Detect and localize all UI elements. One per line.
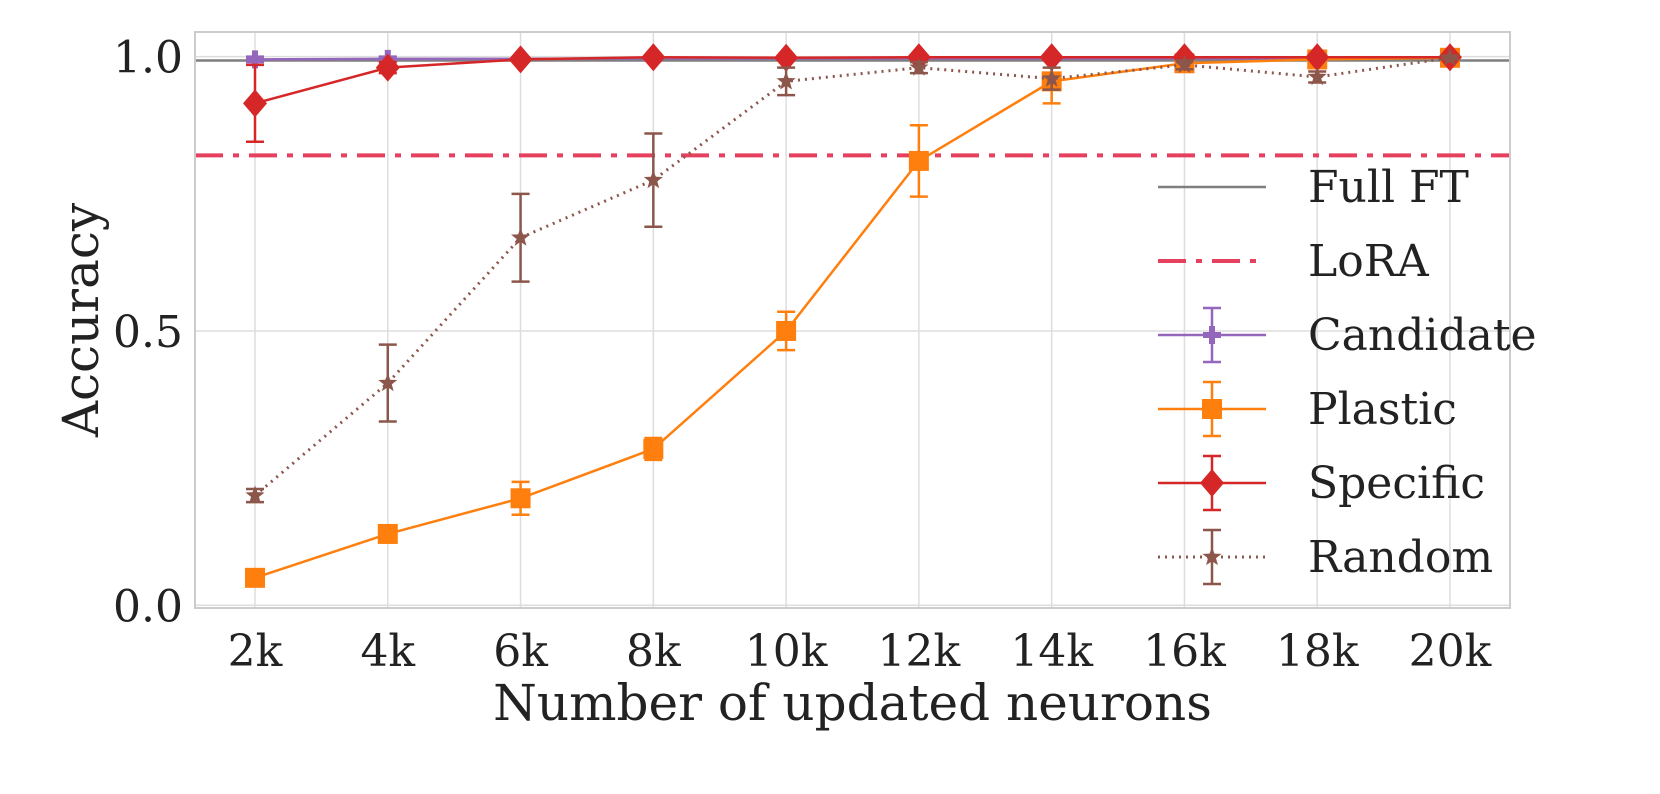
legend: Full FT LoRA Candidate Plastic Specific Rando… — [1158, 162, 1537, 586]
y-tick-label: 0.0 — [113, 581, 183, 632]
x-tick-label: 4k — [360, 626, 415, 677]
data-point — [243, 89, 267, 118]
series-line — [254, 56, 1451, 580]
x-axis-title: Number of updated neurons — [493, 674, 1212, 732]
data-point — [377, 523, 398, 544]
y-tick-label: 0.5 — [113, 307, 183, 358]
legend-label: LoRA — [1308, 236, 1430, 287]
x-tick-label: 6k — [493, 626, 548, 677]
data-point — [1305, 43, 1330, 72]
x-tick-label: 8k — [626, 626, 681, 677]
x-tick-label: 14k — [1010, 626, 1093, 677]
data-point — [1440, 47, 1460, 66]
data-point — [1203, 326, 1221, 344]
data-point — [245, 485, 265, 504]
data-point — [906, 43, 931, 72]
series — [243, 43, 1462, 588]
series-line — [254, 55, 1450, 105]
legend-label: Random — [1308, 532, 1493, 583]
legend-item-full-ft: Full FT — [1158, 162, 1469, 213]
data-point — [511, 227, 531, 246]
grid — [195, 32, 1510, 608]
data-point — [641, 43, 666, 72]
data-point — [1039, 43, 1064, 72]
data-point — [909, 57, 929, 76]
data-point — [776, 71, 796, 90]
legend-label: Specific — [1308, 458, 1485, 509]
x-tick-label: 16k — [1143, 626, 1226, 677]
tick-labels: 2k 4k 6k 8k 10k 12k 14k 16k 18k 20k 0.0 0.5 1.0 — [113, 33, 1492, 677]
data-point — [1202, 547, 1222, 566]
data-point — [1202, 399, 1222, 419]
data-point — [643, 438, 664, 459]
y-tick-label: 1.0 — [113, 33, 183, 84]
plot-frame — [194, 31, 1511, 609]
x-tick-label: 2k — [228, 626, 283, 677]
series-random — [245, 47, 1460, 504]
legend-label: Candidate — [1308, 310, 1537, 361]
data-point — [1042, 68, 1062, 87]
legend-item-specific: Specific — [1158, 454, 1485, 512]
data-point — [643, 170, 663, 189]
data-point — [378, 373, 398, 392]
data-point — [1200, 469, 1224, 497]
x-tick-label: 18k — [1276, 626, 1359, 677]
data-point — [508, 45, 533, 74]
legend-label: Full FT — [1308, 162, 1469, 213]
data-point — [1174, 54, 1194, 73]
legend-label: Plastic — [1308, 384, 1457, 435]
x-tick-label: 20k — [1409, 626, 1492, 677]
x-tick-label: 12k — [878, 626, 961, 677]
legend-item-candidate: Candidate — [1158, 306, 1537, 364]
data-point — [375, 53, 400, 82]
data-point — [774, 43, 799, 72]
y-axis-title: Accuracy — [52, 202, 110, 438]
legend-item-plastic: Plastic — [1158, 380, 1457, 438]
data-point — [510, 488, 531, 509]
data-point — [245, 567, 265, 588]
data-point — [908, 150, 929, 171]
x-tick-label: 10k — [745, 626, 828, 677]
data-point — [776, 320, 797, 341]
legend-item-lora: LoRA — [1158, 236, 1430, 287]
data-point — [1307, 66, 1327, 86]
legend-item-random: Random — [1158, 528, 1493, 586]
